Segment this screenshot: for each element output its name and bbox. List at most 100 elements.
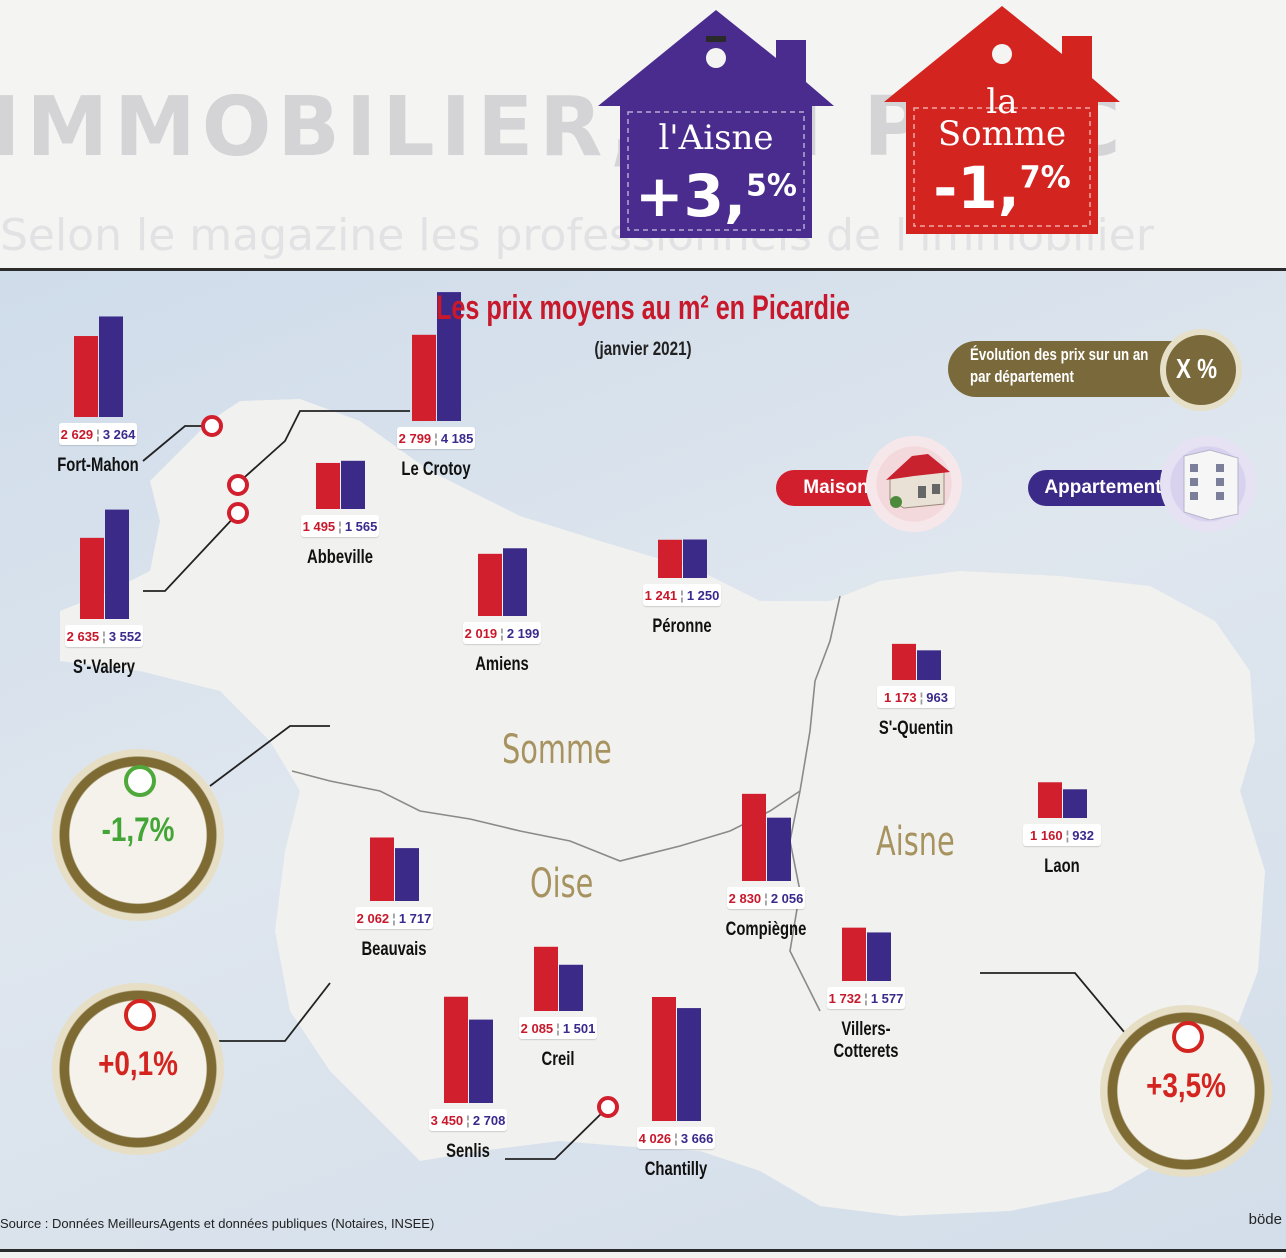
bar-appartement-4 [503,548,527,616]
value-maison: 2 635 [66,628,100,644]
value-box: 1 160 ¦ 932 [1023,824,1101,846]
bar-appartement-5 [683,539,707,578]
value-appartement: 1 250 [686,587,720,603]
value-separator: ¦ [680,587,684,603]
city-name: S'-Quentin [878,718,954,739]
arrow-up-icon [1172,1021,1204,1053]
value-maison: 2 019 [464,625,498,641]
value-maison: 1 160 [1030,827,1063,843]
value-separator: ¦ [556,1020,560,1036]
arrow-up-icon [124,999,156,1031]
bar-maison-12 [652,996,676,1121]
value-separator: ¦ [102,628,106,644]
bar-appartement-10 [867,932,891,981]
house-aisne: l'Aisne +3,5% [594,6,838,242]
bar-maison-1 [412,334,436,421]
maison-house-icon [886,454,950,509]
value-appartement: 4 185 [440,430,474,446]
department-label-oise: Oise [530,861,594,907]
city-name: Compiègne [725,919,807,940]
legend-evolution-label1: Évolution des prix sur un an [970,345,1149,364]
value-appartement: 963 [926,689,948,705]
value-maison: 2 799 [398,430,432,446]
value-box: 2 085 ¦ 1 501 [519,1017,597,1039]
value-separator: ¦ [674,1130,678,1146]
bar-appartement-13 [469,1019,493,1103]
value-maison: 1 173 [884,689,917,705]
value-separator: ¦ [434,430,438,446]
city-name: Cotterets [833,1041,899,1062]
map-layer [60,292,1265,1216]
picardie-map-infographic: Les prix moyens au m² en Picardie (janvi… [0,268,1286,1252]
value-box: 2 019 ¦ 2 199 [463,622,541,644]
picardie-land-shape [60,399,1265,1216]
bar-maison-3 [316,462,340,509]
value-maison: 1 241 [644,587,678,603]
bar-maison-6 [892,643,916,680]
house-icon [598,10,834,238]
bar-maison-8 [370,837,394,901]
credit: böde [1248,1211,1282,1228]
chart-bars [74,292,1087,1121]
bar-maison-0 [74,336,98,417]
value-box: 2 629 ¦ 3 264 [59,423,137,445]
bar-maison-2 [80,537,104,619]
value-appartement: 3 264 [102,426,136,442]
city-name: Le Crotoy [401,459,471,480]
house-somme-name1: la [986,82,1018,122]
value-box: 1 732 ¦ 1 577 [827,987,905,1009]
value-appartement: 932 [1072,827,1094,843]
value-appartement: 1 717 [398,910,432,926]
value-maison: 1 495 [302,518,336,534]
value-appartement: 2 708 [472,1112,506,1128]
value-box: 3 450 ¦ 2 708 [429,1109,507,1131]
legend-evolution-label2: par département [970,367,1074,386]
city-name: Péronne [652,616,712,637]
location-pins [201,415,619,1118]
value-maison: 2 830 [728,890,762,906]
header-banner: IMMOBILIER, UN PARC Selon le magazine le… [0,0,1286,268]
value-box: 2 799 ¦ 4 185 [397,427,475,449]
value-box: 1 173 ¦ 963 [877,686,955,708]
value-box: 1 495 ¦ 1 565 [301,515,379,537]
value-box: 2 830 ¦ 2 056 [727,887,805,909]
chart-subtitle: (janvier 2021) [594,339,692,360]
value-appartement: 1 565 [344,518,378,534]
value-appartement: 2 199 [506,625,540,641]
value-separator: ¦ [919,689,924,705]
house-icon [884,6,1120,234]
bar-maison-13 [444,996,468,1103]
legend-evolution-symbol: X % [1176,353,1218,384]
city-name: Senlis [446,1141,490,1162]
bar-appartement-11 [559,964,583,1011]
bar-maison-11 [534,946,558,1011]
value-appartement: 3 552 [108,628,142,644]
bar-appartement-8 [395,848,419,901]
city-name: Fort-Mahon [57,455,139,476]
evolution-ring-oise: +0,1% [52,983,224,1155]
house-somme-pct: -1,7% [933,154,1071,222]
city-name: Laon [1044,856,1080,877]
bar-appartement-3 [341,460,365,509]
value-separator: ¦ [466,1112,470,1128]
house-somme-name2: Somme [937,114,1067,154]
evolution-value-oise: +0,1% [98,1045,178,1083]
value-separator: ¦ [864,990,868,1006]
city-name: Creil [541,1049,575,1070]
bar-appartement-12 [677,1008,701,1121]
value-separator: ¦ [500,625,504,641]
legend-evolution: Évolution des prix sur un an par départe… [948,335,1238,405]
city-name: Beauvais [361,939,427,960]
value-maison: 1 732 [828,990,862,1006]
arrow-down-icon [124,765,156,797]
bar-maison-4 [478,553,502,616]
city-name: Chantilly [644,1159,708,1180]
value-appartement: 2 056 [770,890,804,906]
value-box: 2 062 ¦ 1 717 [355,907,433,929]
value-separator: ¦ [392,910,396,926]
value-appartement: 3 666 [680,1130,714,1146]
city-name: S'-Valery [72,657,136,678]
house-somme: la Somme -1,7% [880,2,1124,238]
border-somme-oise [291,770,801,862]
building-icon [1183,449,1239,520]
